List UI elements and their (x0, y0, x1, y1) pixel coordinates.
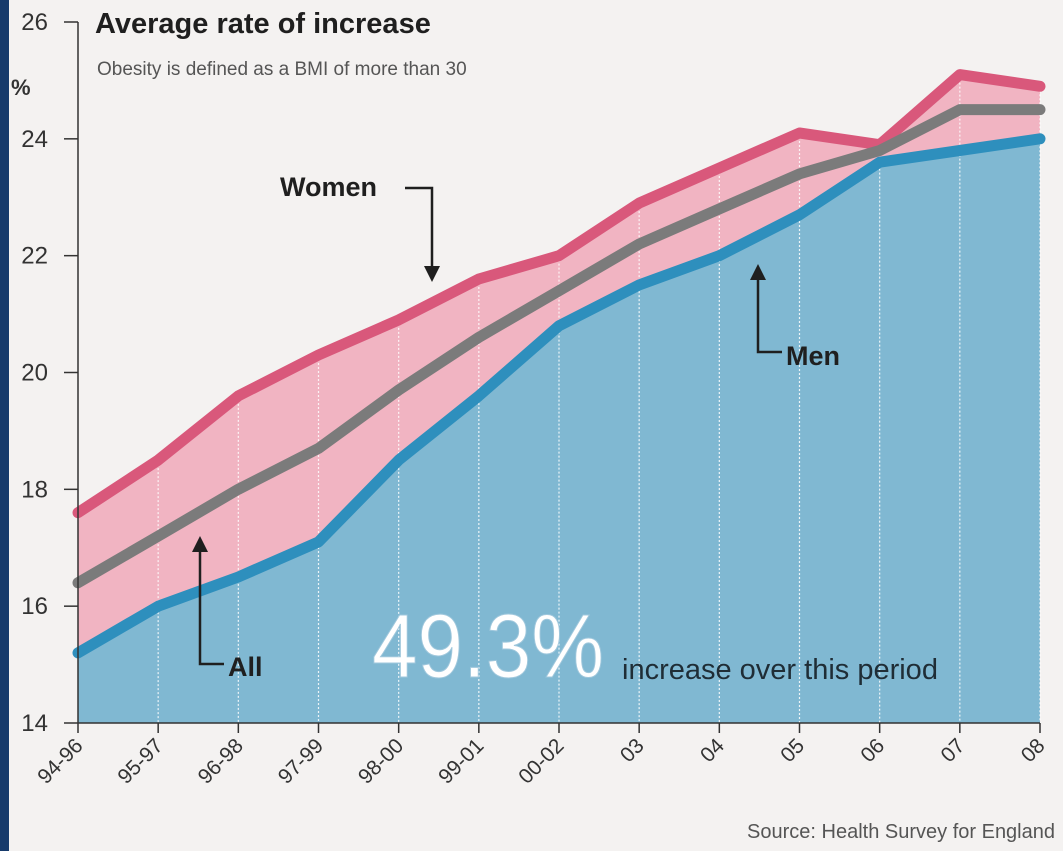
women-arrow-head (424, 266, 440, 282)
men-annotation: Men (750, 264, 840, 371)
men-label: Men (786, 341, 840, 371)
all-arrow-head (192, 536, 208, 552)
y-tick-labels: 26 24 22 20 18 16 14 (21, 9, 78, 737)
all-line (72, 104, 1046, 589)
men-line (72, 133, 1046, 659)
series-lines (72, 69, 1046, 659)
x-tick-label: 95-97 (113, 734, 167, 788)
x-tick-label: 98-00 (354, 734, 408, 788)
x-tick-label: 03 (616, 734, 649, 767)
all-arrow (198, 550, 224, 666)
x-tick-label: 04 (696, 734, 729, 767)
women-annotation: Women (280, 172, 440, 282)
source-note: Source: Health Survey for England (747, 821, 1055, 843)
all-label: All (228, 652, 263, 682)
x-tick-label: 99-01 (434, 734, 488, 788)
y-tick-label: 20 (21, 360, 48, 387)
y-tick-label: 24 (21, 126, 48, 153)
y-tick-label: 26 (21, 9, 48, 36)
chart-title: Average rate of increase (95, 8, 431, 40)
men-arrow-head (750, 264, 766, 280)
y-tick-label: 16 (21, 593, 48, 620)
x-tick-label: 00-02 (514, 734, 568, 788)
x-tick-labels: 94-96 95-97 96-98 97-99 98-00 99-01 00-02 03 04 0… (33, 723, 1050, 789)
x-tick-label: 94-96 (33, 734, 87, 788)
x-tick-label: 97-99 (274, 734, 328, 788)
big-percentage: 49.3% (372, 597, 604, 697)
x-tick-label: 06 (856, 734, 889, 767)
x-tick-label: 96-98 (194, 734, 248, 788)
left-frame-border (0, 0, 9, 851)
grid-lines (157, 74, 1041, 723)
x-tick-label: 05 (776, 734, 809, 767)
y-tick-label: 18 (21, 476, 48, 503)
y-axis-unit-label: % (11, 75, 31, 100)
women-arrow (405, 186, 434, 268)
big-percentage-caption: increase over this period (622, 654, 938, 686)
y-tick-label: 22 (21, 243, 48, 270)
x-tick-label: 07 (937, 734, 970, 767)
women-label: Women (280, 172, 377, 202)
chart-subtitle: Obesity is defined as a BMI of more than… (97, 59, 467, 80)
all-annotation: All (192, 536, 263, 682)
men-arrow (756, 278, 782, 354)
y-tick-label: 14 (21, 710, 48, 737)
x-tick-label: 08 (1017, 734, 1050, 767)
